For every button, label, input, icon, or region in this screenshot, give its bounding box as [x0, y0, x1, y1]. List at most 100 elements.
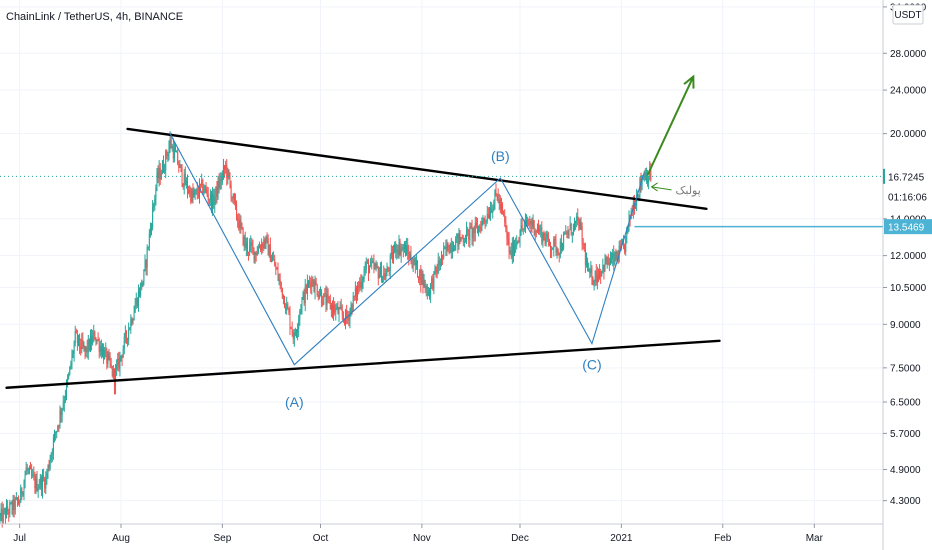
- candle-body: [442, 254, 444, 258]
- candle-body: [327, 294, 329, 297]
- candle-body: [118, 358, 120, 369]
- y-tick-label: 28.0000: [890, 49, 927, 60]
- candle-body: [270, 260, 272, 262]
- candle-body: [101, 348, 103, 355]
- candle-body: [198, 183, 200, 197]
- candle-body: [592, 282, 594, 284]
- candle-body: [276, 268, 278, 270]
- currency-button-frame[interactable]: [892, 4, 924, 25]
- candle-body: [279, 279, 281, 282]
- candle-body: [246, 242, 248, 252]
- x-tick-label: Nov: [413, 533, 431, 544]
- candle-body: [535, 230, 537, 232]
- candle-body: [384, 273, 386, 280]
- candle-body: [507, 237, 509, 239]
- candle-body: [157, 171, 159, 179]
- candle-body: [234, 199, 236, 204]
- candle-body: [580, 222, 582, 227]
- candle-body: [244, 237, 246, 249]
- candle-body: [339, 306, 341, 309]
- candle-body: [355, 288, 357, 297]
- candle-body: [520, 224, 522, 236]
- candle-body: [406, 245, 408, 256]
- candle-body: [293, 332, 295, 339]
- candle-body: [510, 250, 512, 258]
- countdown-tag-bg: [884, 188, 932, 204]
- candle-body: [3, 509, 5, 511]
- candle-body: [35, 478, 37, 489]
- candle-body: [249, 244, 251, 253]
- candle-body: [56, 430, 58, 434]
- candle-body: [443, 247, 445, 258]
- candle-body: [329, 299, 331, 310]
- candle-body: [496, 193, 498, 195]
- candle-body: [140, 282, 142, 296]
- candle-body: [107, 354, 109, 364]
- wave-label: (A): [285, 394, 304, 410]
- candle-body: [251, 242, 253, 246]
- candle-body: [427, 292, 429, 296]
- wave-path: [169, 133, 645, 366]
- candle-body: [49, 460, 51, 468]
- candle-body: [606, 256, 608, 265]
- candle-body: [346, 310, 348, 319]
- candle-body: [245, 242, 247, 249]
- candle-body: [300, 308, 302, 312]
- candle-body: [340, 306, 342, 310]
- candle-body: [402, 247, 404, 250]
- candle-body: [39, 477, 41, 487]
- candle-body: [167, 154, 169, 156]
- candle-body: [281, 287, 283, 299]
- candle-body: [542, 232, 544, 243]
- candle-body: [81, 339, 83, 350]
- candle-body: [308, 281, 310, 283]
- candle-body: [551, 249, 553, 251]
- candle-body: [642, 178, 644, 180]
- candle-body: [641, 179, 643, 186]
- candle-body: [519, 235, 521, 241]
- candle-body: [179, 164, 181, 168]
- candle-body: [144, 261, 146, 270]
- candle-body: [643, 172, 645, 179]
- candle-body: [184, 173, 186, 185]
- candle-body: [334, 304, 336, 313]
- candle-body: [390, 252, 392, 256]
- candle-body: [379, 265, 381, 275]
- candle-body: [175, 148, 177, 153]
- candle-body: [570, 223, 572, 235]
- level-price-tag: 13.5469: [884, 219, 932, 235]
- currency-label[interactable]: USDT: [894, 10, 921, 21]
- candle-body: [493, 202, 495, 210]
- candle-body: [500, 205, 502, 209]
- candle-body: [462, 238, 464, 243]
- candle-body: [159, 168, 161, 179]
- time-axis-ticks: Jul Aug Sep Oct Nov Dec 2021 Feb Mar: [13, 524, 824, 544]
- candle-body: [183, 173, 185, 187]
- candle-body: [291, 328, 293, 333]
- currency-button[interactable]: USDT: [892, 4, 924, 25]
- candle-body: [197, 194, 199, 197]
- candle-body: [64, 395, 66, 401]
- candle-body: [399, 242, 401, 255]
- candle-body: [609, 258, 611, 264]
- candle-body: [560, 241, 562, 251]
- candle-body: [106, 349, 108, 364]
- candle-body: [556, 249, 558, 253]
- candle-body: [31, 469, 33, 476]
- candle-body: [530, 221, 532, 225]
- candle-body: [532, 220, 534, 227]
- candle-body: [492, 209, 494, 213]
- candle-body: [192, 189, 194, 197]
- candle-body: [288, 309, 290, 313]
- candle-body: [552, 248, 554, 250]
- candle-body: [130, 318, 132, 329]
- candle-body: [615, 252, 617, 259]
- candle-body: [9, 503, 11, 514]
- candle-body: [312, 278, 314, 286]
- candle-body: [226, 164, 228, 178]
- candle-body: [248, 251, 250, 253]
- candle-body: [289, 312, 291, 328]
- candle-body: [438, 260, 440, 265]
